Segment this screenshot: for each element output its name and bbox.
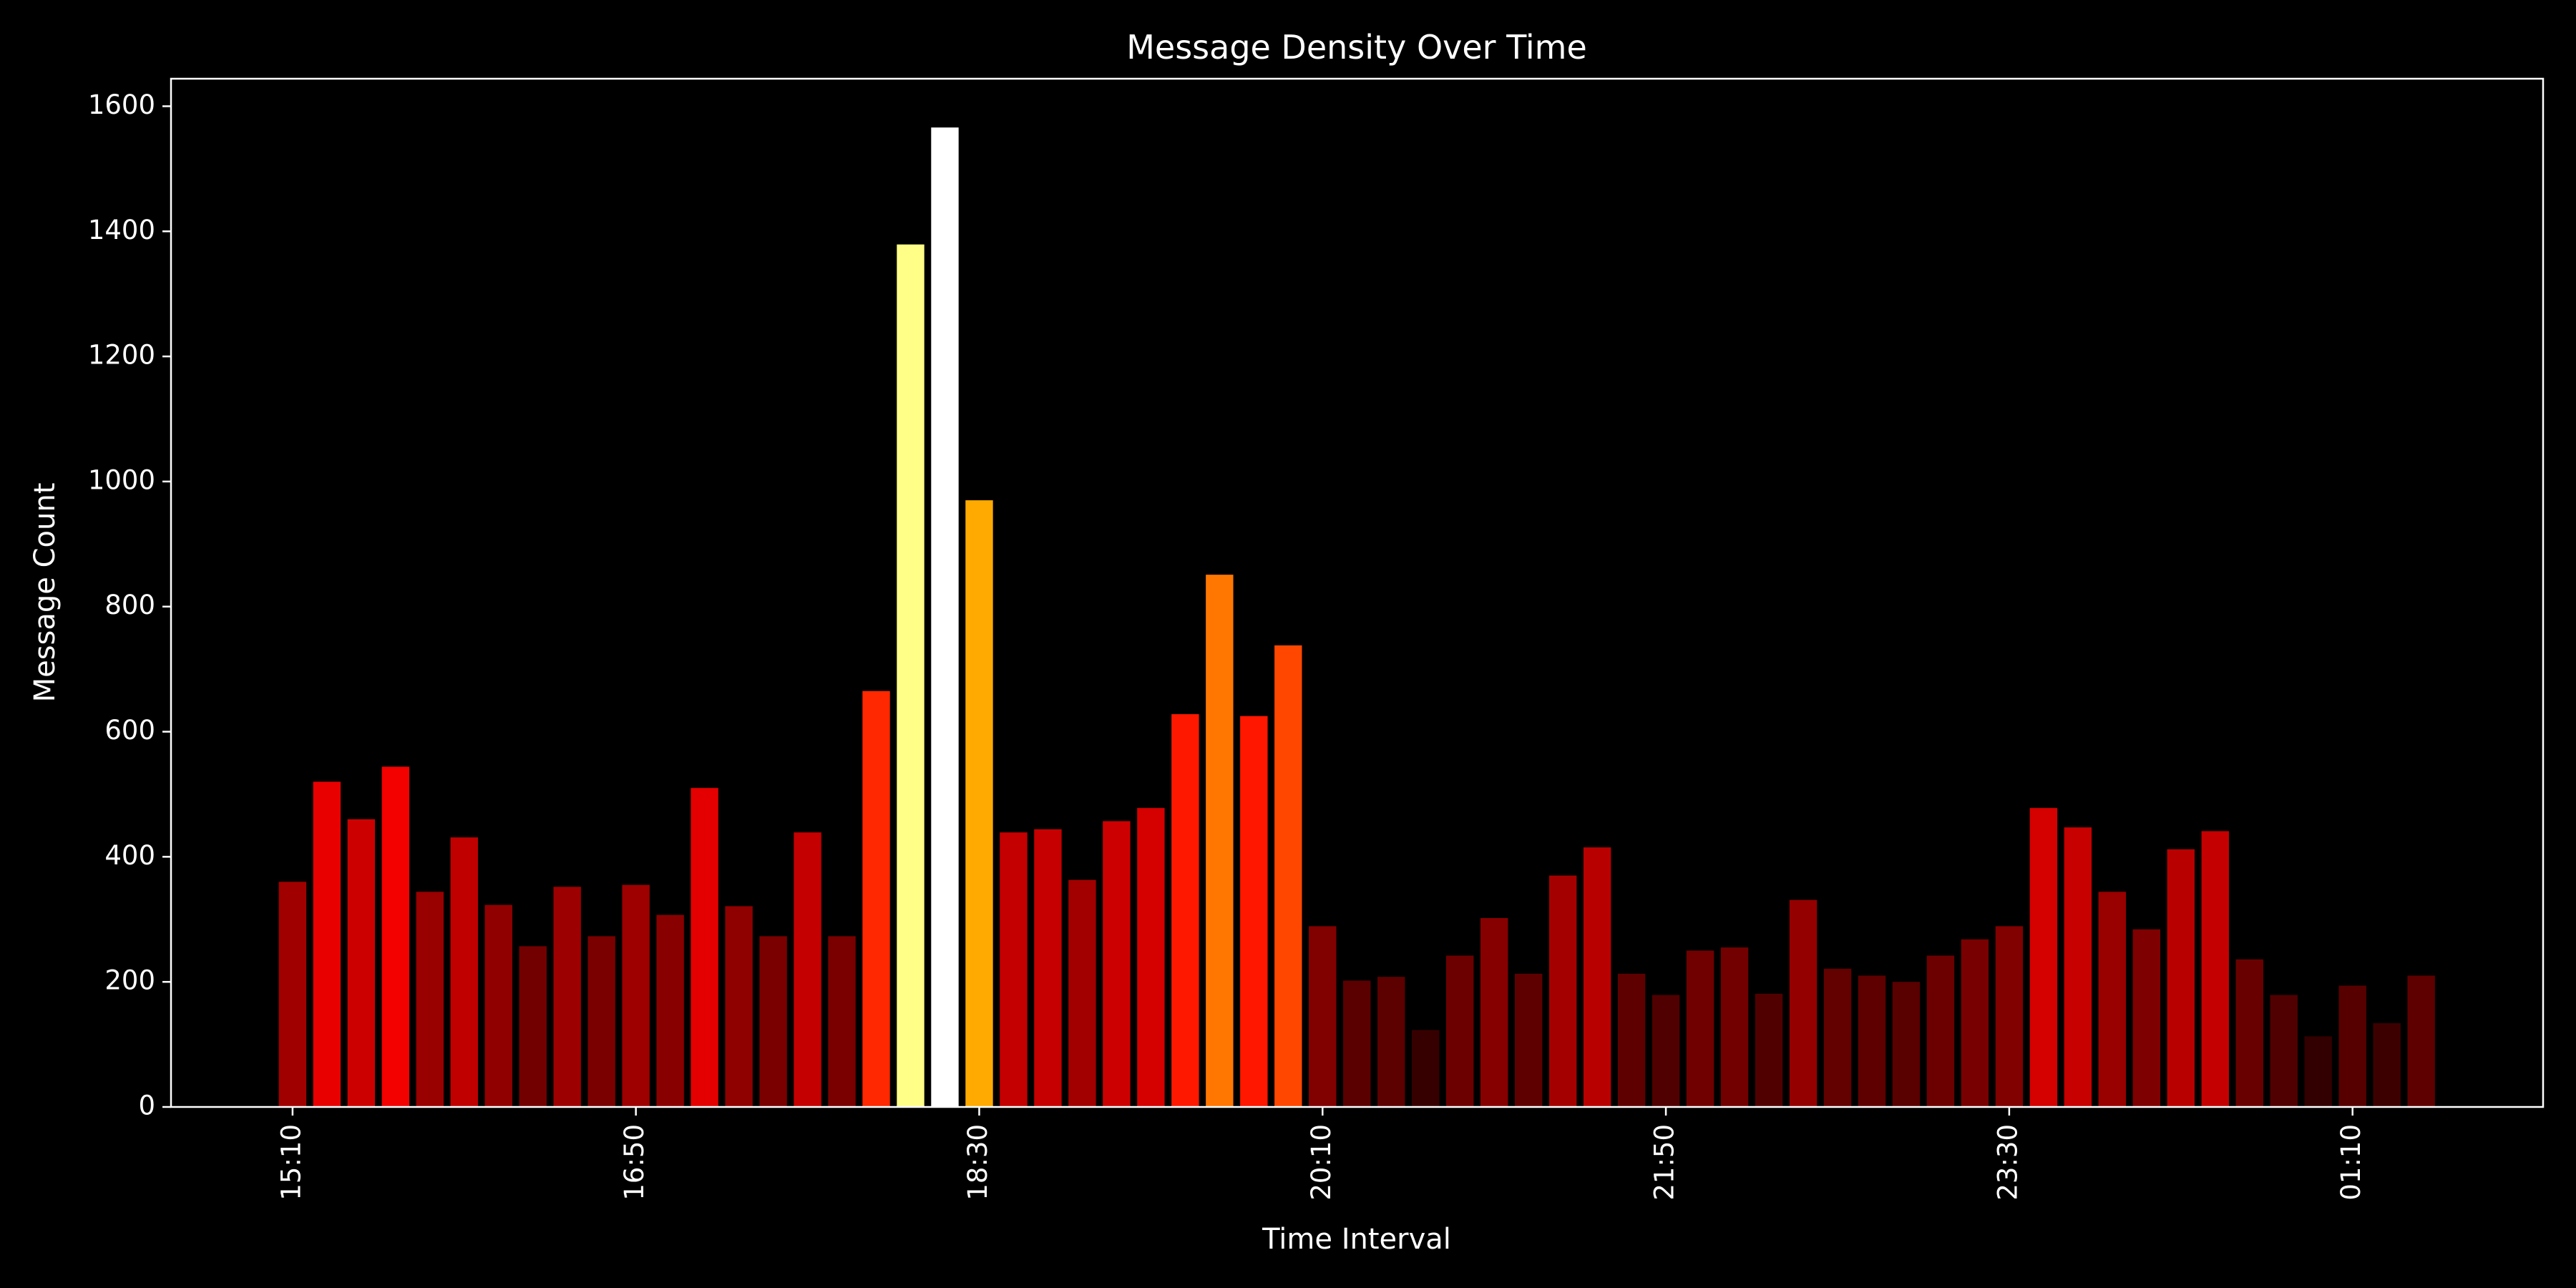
- bar: [278, 882, 307, 1107]
- bar: [2270, 995, 2298, 1107]
- bar: [1137, 808, 1165, 1107]
- bar: [1446, 955, 1474, 1107]
- bar: [656, 914, 684, 1107]
- bar: [1206, 575, 1234, 1107]
- bar: [1171, 714, 1199, 1107]
- x-tick-label: 15:10: [275, 1124, 306, 1201]
- y-tick-label: 1000: [88, 464, 155, 495]
- bar: [794, 832, 821, 1107]
- bar: [1755, 993, 1783, 1107]
- bar: [484, 904, 512, 1107]
- bar: [1514, 973, 1543, 1107]
- x-tick-label: 16:50: [619, 1124, 650, 1201]
- bar: [2029, 808, 2058, 1107]
- y-tick-label: 0: [138, 1091, 155, 1121]
- bar: [587, 936, 615, 1107]
- bar: [691, 788, 718, 1107]
- bar: [897, 244, 924, 1108]
- bar: [1548, 875, 1577, 1107]
- bar: [2132, 929, 2161, 1107]
- bar: [931, 127, 959, 1107]
- bar: [1240, 716, 1268, 1107]
- y-tick-label: 1400: [88, 215, 155, 245]
- bar: [1789, 899, 1818, 1107]
- bar: [1034, 829, 1062, 1107]
- bar: [347, 819, 376, 1107]
- x-tick-label: 20:10: [1306, 1124, 1337, 1201]
- bar: [2064, 827, 2092, 1107]
- bar: [965, 500, 993, 1107]
- bar: [519, 946, 547, 1107]
- bar: [1652, 995, 1680, 1107]
- bar: [862, 691, 890, 1107]
- x-tick-label: 21:50: [1649, 1124, 1680, 1201]
- bar: [1995, 926, 2024, 1107]
- y-tick-label: 200: [104, 965, 155, 996]
- bar: [1412, 1030, 1440, 1107]
- bar: [1480, 918, 1508, 1107]
- bar: [1926, 955, 1955, 1107]
- bar: [2407, 975, 2435, 1107]
- plot-frame: [170, 77, 2545, 1108]
- bar: [2167, 849, 2195, 1107]
- bar: [2304, 1036, 2332, 1107]
- bar: [1617, 973, 1646, 1107]
- chart-title: Message Density Over Time: [1126, 28, 1587, 67]
- bar: [2098, 892, 2127, 1107]
- bar: [2373, 1023, 2401, 1107]
- bar: [725, 906, 753, 1107]
- y-tick-label: 400: [104, 840, 155, 871]
- bar: [2235, 959, 2263, 1107]
- x-tick-label: 23:30: [1992, 1124, 2023, 1201]
- bar: [1068, 879, 1096, 1107]
- x-axis-label: Time Interval: [1262, 1223, 1451, 1256]
- bar: [1377, 977, 1405, 1107]
- bar: [622, 884, 650, 1107]
- y-tick-label: 1200: [88, 340, 155, 371]
- bar: [1309, 926, 1337, 1107]
- y-tick-label: 800: [104, 590, 155, 620]
- y-tick-label: 1600: [88, 89, 155, 120]
- bar: [2201, 831, 2229, 1107]
- bar: [1686, 950, 1714, 1107]
- bar: [759, 936, 787, 1107]
- bar: [1858, 975, 1886, 1107]
- bar: [553, 887, 581, 1107]
- bar: [1892, 982, 1921, 1107]
- bar: [1000, 832, 1028, 1107]
- y-axis-label: Message Count: [29, 483, 62, 703]
- bar: [381, 766, 409, 1107]
- y-tick-label: 600: [104, 715, 155, 746]
- bar: [450, 837, 478, 1107]
- bar: [1343, 980, 1371, 1107]
- bar: [313, 781, 341, 1107]
- bar: [416, 892, 444, 1107]
- bar: [1583, 847, 1611, 1107]
- bar: [1823, 968, 1852, 1107]
- bar: [1961, 939, 1989, 1107]
- bar: [1720, 947, 1749, 1107]
- x-tick-label: 01:10: [2336, 1124, 2366, 1201]
- bar: [2338, 985, 2366, 1107]
- bar: [1103, 821, 1131, 1107]
- x-tick-label: 18:30: [962, 1124, 993, 1201]
- bar: [1274, 645, 1302, 1107]
- bar: [828, 936, 856, 1107]
